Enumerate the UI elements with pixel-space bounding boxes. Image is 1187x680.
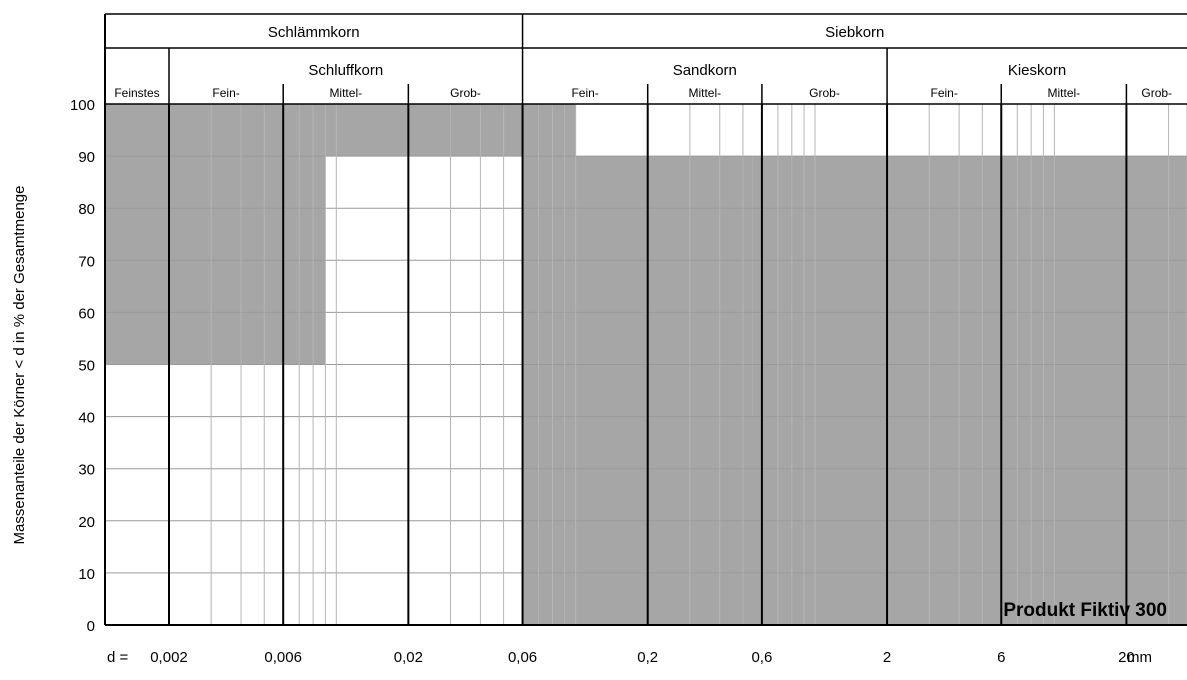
fraction-headers: Schlämmkorn Siebkorn Schluffkorn Sandkorn Ki…: [105, 13, 1187, 104]
y-tick-label: 50: [78, 358, 95, 375]
header-group-label: Schluffkorn: [308, 62, 383, 79]
y-tick-label: 10: [78, 566, 95, 583]
y-tick-label: 30: [78, 462, 95, 479]
y-axis: 0 10 20 30 40 50 60 70 80 90 100: [70, 97, 95, 635]
header-top-label: Schlämmkorn: [268, 24, 360, 41]
header-sub-label: Grob-: [1141, 86, 1172, 100]
y-tick-label: 100: [70, 97, 95, 114]
y-tick-label: 70: [78, 253, 95, 270]
area-band-2: [522, 156, 1187, 625]
header-group-label: Sandkorn: [673, 62, 737, 79]
header-sub-label: Mittel-: [1048, 86, 1081, 100]
x-tick-label: 0,2: [637, 649, 658, 666]
x-tick-label: 0,02: [394, 649, 423, 666]
x-tick-label: 0,006: [264, 649, 302, 666]
y-tick-label: 20: [78, 514, 95, 531]
chart-grid: [104, 14, 1187, 626]
y-axis-label: Massenanteile der Körner < d in % der Ge…: [11, 186, 28, 545]
x-axis-prefix: d =: [107, 649, 129, 666]
y-tick-label: 60: [78, 305, 95, 322]
header-sub-label: Fein-: [212, 86, 239, 100]
x-axis-unit: mm: [1127, 649, 1152, 666]
header-group-label: Kieskorn: [1008, 62, 1066, 79]
x-tick-label: 0,06: [508, 649, 537, 666]
header-sub-label: Fein-: [930, 86, 957, 100]
y-tick-label: 90: [78, 149, 95, 166]
header-sub-label: Mittel-: [329, 86, 362, 100]
header-sub-label: Feinstes: [114, 86, 159, 100]
header-sub-label: Fein-: [571, 86, 598, 100]
y-tick-label: 0: [87, 618, 95, 635]
header-sub-label: Mittel-: [688, 86, 721, 100]
x-tick-label: 20: [1118, 649, 1135, 666]
x-axis: 0,002 0,006 0,02 0,06 0,2 0,6 2 6 20: [150, 649, 1135, 666]
y-tick-label: 80: [78, 201, 95, 218]
header-sub-label: Grob-: [450, 86, 481, 100]
header-sub-label: Grob-: [809, 86, 840, 100]
y-tick-label: 40: [78, 410, 95, 427]
x-tick-label: 0,002: [150, 649, 188, 666]
x-tick-label: 2: [883, 649, 891, 666]
x-tick-label: 6: [997, 649, 1005, 666]
product-annotation: Produkt Fiktiv 300: [1003, 600, 1167, 621]
x-tick-label: 0,6: [751, 649, 772, 666]
header-top-label: Siebkorn: [825, 24, 884, 41]
